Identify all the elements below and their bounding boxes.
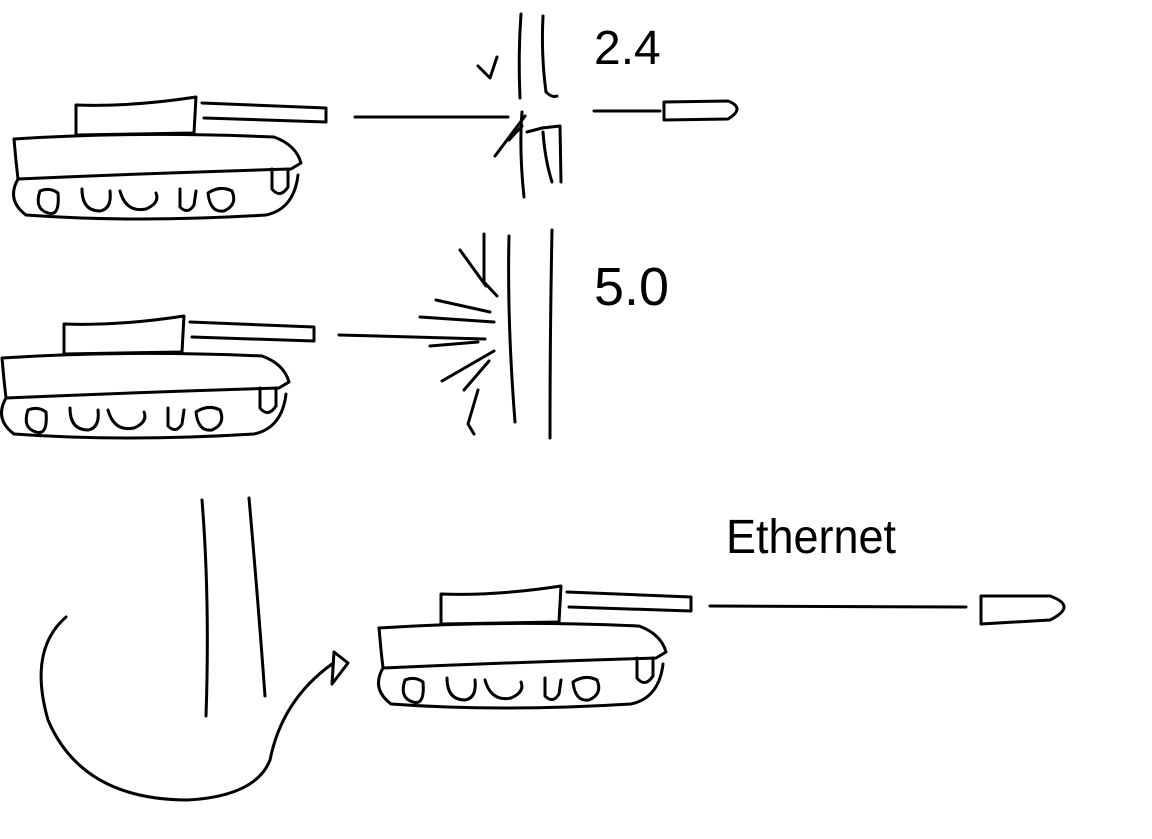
tank-2 (0, 314, 316, 440)
packet-3-icon (979, 594, 1066, 626)
impact-marks-1 (476, 55, 527, 158)
wall-3 (200, 496, 267, 718)
label-band-24: 2.4 (594, 22, 661, 75)
impact-burst-2 (418, 232, 499, 436)
ethernet-line (708, 604, 968, 609)
label-ethernet: Ethernet (726, 511, 896, 564)
wall-2 (507, 228, 554, 440)
tank-3 (377, 584, 693, 710)
cable-route-arc (39, 615, 334, 802)
cable-arrowhead-icon (330, 650, 350, 686)
tank-1 (12, 95, 328, 221)
signal-line-2 (337, 333, 487, 341)
packet-1-icon (662, 99, 739, 122)
label-band-50: 5.0 (594, 257, 669, 317)
wall-1 (517, 12, 563, 199)
